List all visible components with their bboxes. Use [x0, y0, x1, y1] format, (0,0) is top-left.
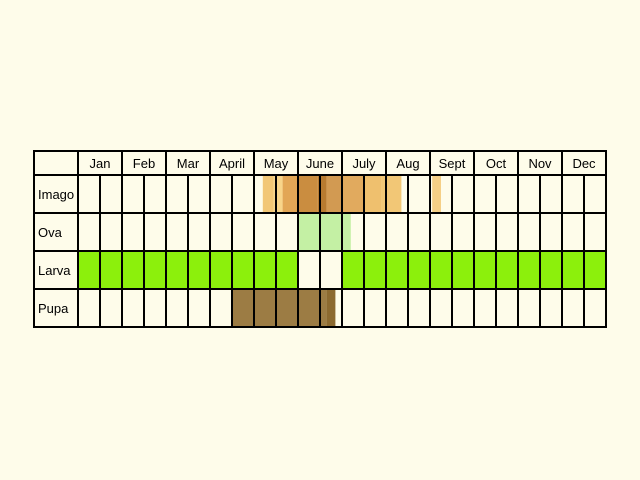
month-label-6: June	[306, 156, 334, 171]
month-label-8: Aug	[396, 156, 419, 171]
month-label-7: July	[352, 156, 376, 171]
bar-pupa-1	[326, 289, 336, 327]
row-label-larva: Larva	[38, 263, 71, 278]
bar-imago-7	[364, 175, 382, 213]
row-label-pupa: Pupa	[38, 301, 69, 316]
month-label-11: Nov	[528, 156, 552, 171]
labels: Jan Feb Mar April May June July Aug Sept Oct Nov De…	[38, 156, 596, 316]
month-label-9: Sept	[439, 156, 466, 171]
month-label-4: April	[219, 156, 245, 171]
bar-imago-8	[381, 175, 402, 213]
bar-imago-0	[262, 175, 274, 213]
grid-lines	[33, 150, 607, 328]
bar-pupa-0	[232, 289, 327, 327]
bar-imago-1	[273, 175, 283, 213]
month-label-3: Mar	[177, 156, 200, 171]
month-label-1: Jan	[90, 156, 111, 171]
month-label-12: Dec	[572, 156, 596, 171]
month-label-5: May	[264, 156, 289, 171]
bar-imago-4	[317, 175, 327, 213]
row-label-ova: Ova	[38, 225, 63, 240]
bar-imago-3	[298, 175, 318, 213]
bar-imago-6	[342, 175, 364, 213]
bar-imago-9	[432, 175, 441, 213]
month-label-2: Feb	[133, 156, 155, 171]
row-label-imago: Imago	[38, 187, 74, 202]
bar-imago-2	[282, 175, 298, 213]
month-label-10: Oct	[486, 156, 507, 171]
bar-imago-5	[326, 175, 342, 213]
